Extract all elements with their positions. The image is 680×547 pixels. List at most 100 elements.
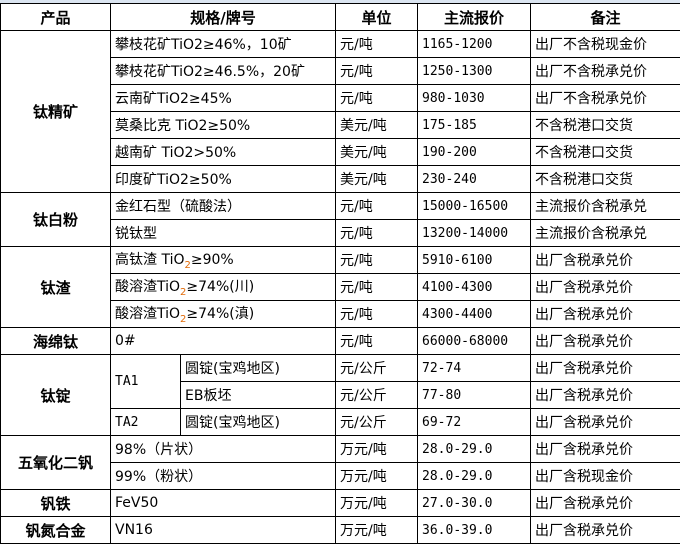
remark-cell: 出厂含税承兑价 xyxy=(530,489,680,517)
unit-cell: 万元/吨 xyxy=(335,462,419,490)
product-cell: 海绵钛 xyxy=(0,327,111,355)
table-row: 钛白粉 金红石型（硫酸法） 元/吨 15000-16500 主流报价含税承兑 xyxy=(0,192,680,247)
remark-cell: 不含税港口交货 xyxy=(530,138,680,166)
spec-cell: 圆锭(宝鸡地区) xyxy=(179,408,337,436)
table-row: 钒氮合金 VN16 万元/吨 36.0-39.0 出厂含税承兑价 xyxy=(0,516,680,544)
price-cell: 72-74 xyxy=(417,354,532,382)
price-cell: 13200-14000 xyxy=(417,219,532,247)
unit-cell: 美元/吨 xyxy=(335,138,419,166)
remark-cell: 出厂含税承兑价 xyxy=(530,435,680,463)
unit-cell: 万元/吨 xyxy=(335,435,419,463)
unit-cell: 元/公斤 xyxy=(335,354,419,382)
product-cell: 钛锭 xyxy=(0,354,111,436)
remark-cell: 出厂不含税承兑价 xyxy=(530,57,680,85)
header-remark: 备注 xyxy=(530,3,680,31)
spec-cell: 云南矿TiO2≥45% xyxy=(109,84,337,112)
unit-cell: 元/吨 xyxy=(335,219,419,247)
price-cell: 77-80 xyxy=(417,381,532,409)
unit-cell: 元/吨 xyxy=(335,273,419,301)
table-row: 钛精矿 攀枝花矿TiO2≥46%，10矿 元/吨 1165-1200 出厂不含税现金价 xyxy=(0,30,680,193)
spec-text-post: ≥74%(川) xyxy=(186,279,255,296)
price-cell: 66000-68000 xyxy=(417,327,532,355)
remark-cell: 出厂不含税现金价 xyxy=(530,30,680,58)
spec-cell: 锐钛型 xyxy=(109,219,337,247)
unit-cell: 万元/吨 xyxy=(335,489,419,517)
unit-cell: 元/吨 xyxy=(335,327,419,355)
remark-cell: 不含税港口交货 xyxy=(530,111,680,139)
spec-cell: 莫桑比克 TiO2≥50% xyxy=(109,111,337,139)
grade-cell: TA1 xyxy=(110,354,181,409)
top-strip xyxy=(0,0,680,3)
table-row: 五氧化二钒 98%（片状） 万元/吨 28.0-29.0 出厂含税承兑价 xyxy=(0,435,680,490)
unit-cell: 元/公斤 xyxy=(335,408,419,436)
grade-cell: TA2 xyxy=(110,408,181,436)
table-row: 酸溶渣TiO2≥74%(滇) 元/吨 4300-4400 出厂含税承兑价 xyxy=(1,300,680,328)
table-row: 云南矿TiO2≥45% 元/吨 980-1030 出厂不含税承兑价 xyxy=(1,84,680,112)
remark-cell: 出厂含税承兑价 xyxy=(530,354,680,382)
header-unit: 单位 xyxy=(335,3,419,31)
price-cell: 230-240 xyxy=(417,165,532,193)
price-cell: 15000-16500 xyxy=(417,192,532,220)
table-row: 钒铁 FeV50 万元/吨 27.0-30.0 出厂含税承兑价 xyxy=(0,489,680,517)
unit-cell: 美元/吨 xyxy=(335,111,419,139)
header-product: 产品 xyxy=(0,3,111,31)
spec-subscript: 2 xyxy=(180,313,187,325)
spec-cell: 越南矿 TiO2>50% xyxy=(109,138,337,166)
spec-cell: EB板坯 xyxy=(179,381,337,409)
unit-cell: 元/吨 xyxy=(335,57,419,85)
product-cell: 五氧化二钒 xyxy=(0,435,111,490)
remark-cell: 出厂含税承兑价 xyxy=(530,246,680,274)
product-cell: 钛渣 xyxy=(0,246,111,328)
remark-cell: 出厂含税承兑价 xyxy=(530,516,680,544)
price-cell: 175-185 xyxy=(417,111,532,139)
unit-cell: 元/吨 xyxy=(335,84,419,112)
price-cell: 1250-1300 xyxy=(417,57,532,85)
unit-cell: 元/吨 xyxy=(335,246,419,274)
price-cell: 190-200 xyxy=(417,138,532,166)
spec-cell: VN16 xyxy=(109,516,337,544)
table-row: 锐钛型 元/吨 13200-14000 主流报价含税承兑 xyxy=(1,219,680,247)
table-row: 酸溶渣TiO2≥74%(川) 元/吨 4100-4300 出厂含税承兑价 xyxy=(1,273,680,301)
unit-cell: 美元/吨 xyxy=(335,165,419,193)
price-cell: 4100-4300 xyxy=(417,273,532,301)
price-table: 产品 规格/牌号 单位 主流报价 备注 钛精矿 攀枝花矿TiO2≥46%，10矿元… xyxy=(0,3,680,544)
price-cell: 36.0-39.0 xyxy=(417,516,532,544)
table-row: 钛渣 高钛渣 TiO2≥90% 元/吨 5910-6100 出厂含税承兑价 xyxy=(0,246,680,328)
spec-cell: FeV50 xyxy=(109,489,337,517)
product-cell: 钛白粉 xyxy=(0,192,111,247)
table-row: 莫桑比克 TiO2≥50% 美元/吨 175-185 不含税港口交货 xyxy=(1,111,680,139)
spec-cell: 攀枝花矿TiO2≥46%，10矿 xyxy=(109,30,337,58)
spec-cell: 印度矿TiO2≥50% xyxy=(109,165,337,193)
price-cell: 28.0-29.0 xyxy=(417,462,532,490)
unit-cell: 元/公斤 xyxy=(335,381,419,409)
table-row: 海绵钛 0# 元/吨 66000-68000 出厂含税承兑价 xyxy=(0,327,680,355)
price-cell: 980-1030 xyxy=(417,84,532,112)
table-row: TA2 圆锭(宝鸡地区) 元/公斤 69-72 出厂含税承兑价 xyxy=(1,408,680,436)
price-cell: 1165-1200 xyxy=(417,30,532,58)
price-cell: 27.0-30.0 xyxy=(417,489,532,517)
table-row: 越南矿 TiO2>50% 美元/吨 190-200 不含税港口交货 xyxy=(1,138,680,166)
remark-cell: 出厂含税承兑价 xyxy=(530,381,680,409)
remark-cell: 出厂不含税承兑价 xyxy=(530,84,680,112)
spec-cell: 99%（粉状） xyxy=(109,462,337,490)
price-cell: 5910-6100 xyxy=(417,246,532,274)
spec-text: 酸溶渣TiO xyxy=(115,279,181,296)
unit-cell: 万元/吨 xyxy=(335,516,419,544)
spec-subscript: 2 xyxy=(180,286,187,298)
unit-cell: 元/吨 xyxy=(335,192,419,220)
spec-text: 高钛渣 TiO xyxy=(115,252,185,269)
price-cell: 4300-4400 xyxy=(417,300,532,328)
table-row: 攀枝花矿TiO2≥46.5%，20矿 元/吨 1250-1300 出厂不含税承兑价 xyxy=(1,57,680,85)
remark-cell: 出厂含税承兑价 xyxy=(530,408,680,436)
remark-cell: 主流报价含税承兑 xyxy=(530,192,680,220)
spec-cell: 0# xyxy=(109,327,337,355)
unit-cell: 元/吨 xyxy=(335,30,419,58)
spec-cell: 酸溶渣TiO2≥74%(川) xyxy=(109,273,337,301)
header-spec: 规格/牌号 xyxy=(109,3,337,31)
remark-cell: 出厂含税承兑价 xyxy=(530,273,680,301)
table-row: 99%（粉状） 万元/吨 28.0-29.0 出厂含税现金价 xyxy=(1,462,680,490)
product-cell: 钛精矿 xyxy=(0,30,111,193)
spec-cell: 金红石型（硫酸法） xyxy=(109,192,337,220)
spec-cell: 酸溶渣TiO2≥74%(滇) xyxy=(109,300,337,328)
spec-cell: 圆锭(宝鸡地区) xyxy=(179,354,337,382)
